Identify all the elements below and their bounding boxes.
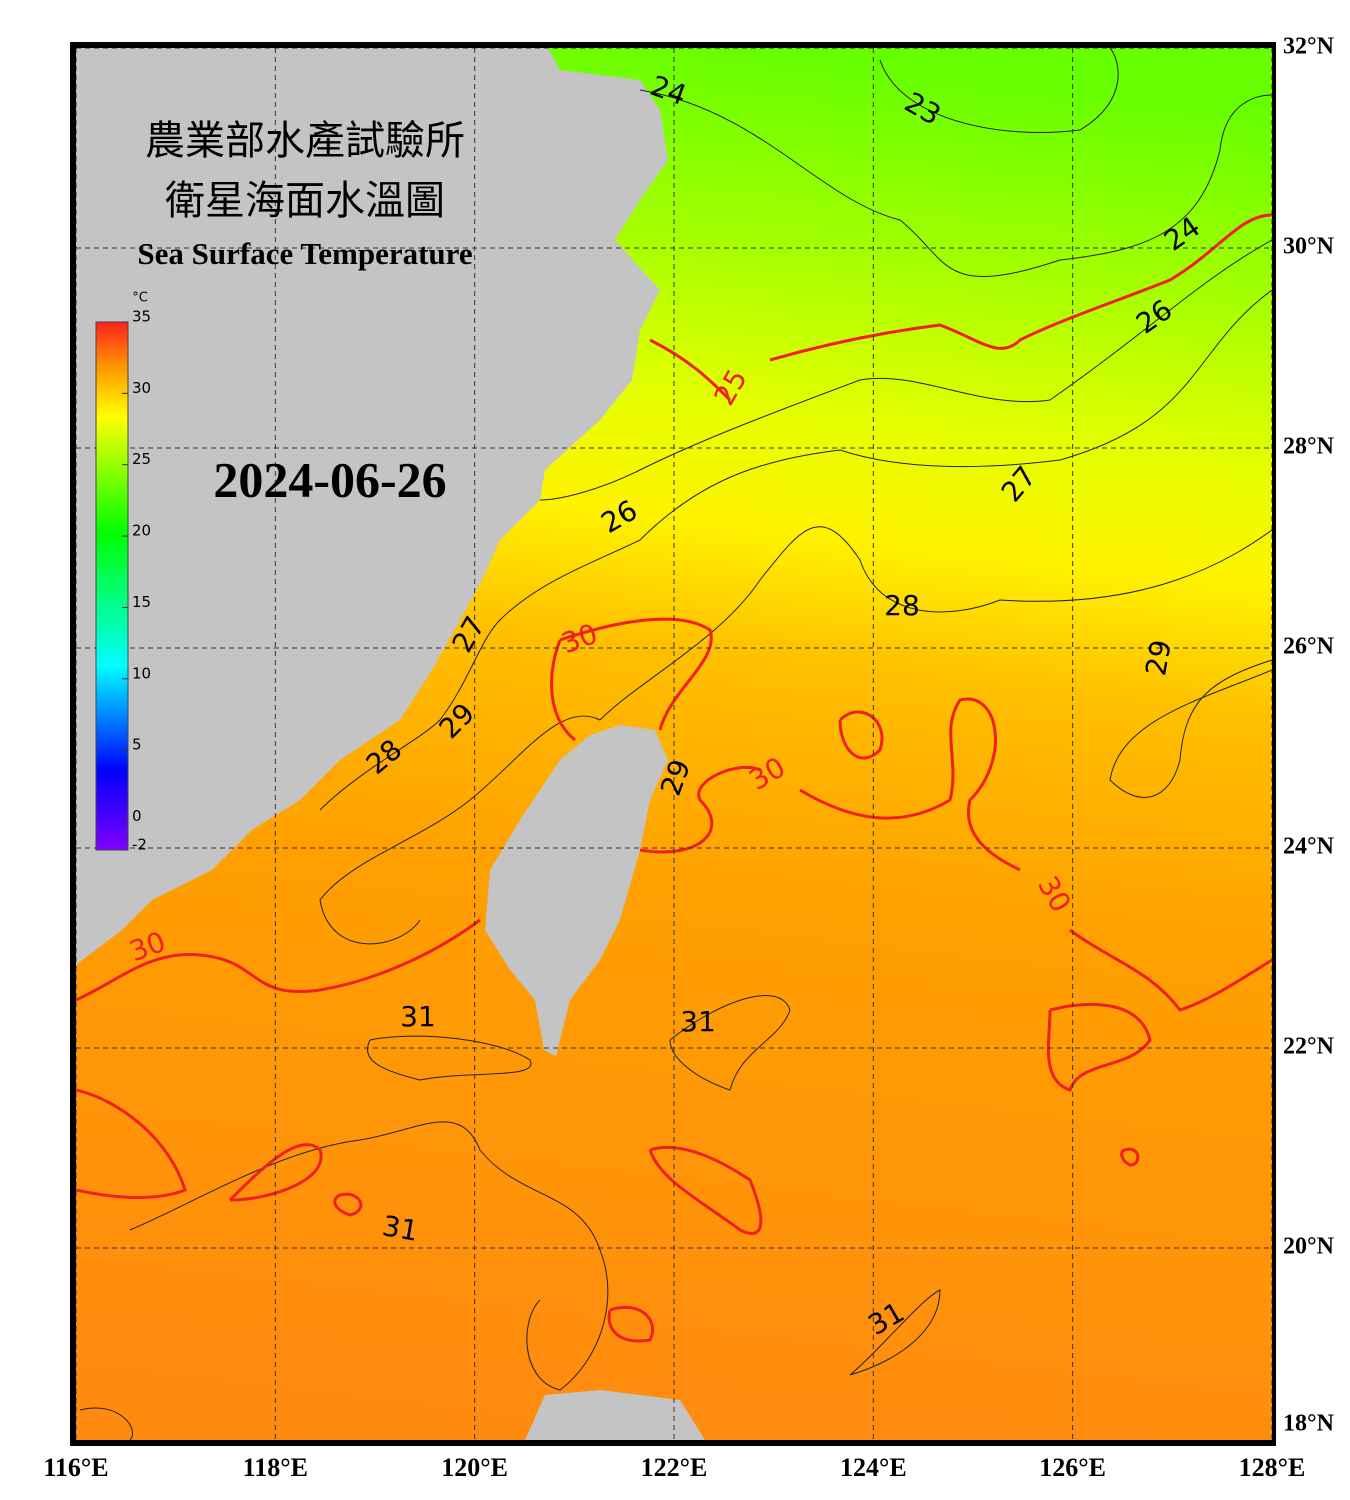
colorbar-tick-label: 35 bbox=[132, 308, 151, 326]
lat-tick-label: 28°N bbox=[1283, 434, 1335, 460]
colorbar-scale bbox=[95, 321, 129, 851]
title-zh-2: 衛星海面水溫圖 bbox=[165, 178, 445, 223]
colorbar-unit: °C bbox=[132, 291, 148, 306]
contour-label: 29 bbox=[1139, 637, 1178, 678]
lon-tick-label: 120°E bbox=[441, 1453, 508, 1482]
lon-tick-label: 116°E bbox=[43, 1453, 108, 1482]
lon-tick-label: 124°E bbox=[840, 1453, 907, 1482]
luzon bbox=[525, 1390, 705, 1440]
colorbar-tick-label: 5 bbox=[132, 736, 142, 754]
contour-label: 31 bbox=[680, 1005, 716, 1038]
lat-tick-label: 26°N bbox=[1283, 634, 1335, 660]
grid bbox=[76, 48, 1272, 1440]
colorbar-tick-label: 20 bbox=[132, 522, 151, 540]
colorbar-tick-label: 30 bbox=[132, 379, 151, 397]
lon-tick-label: 122°E bbox=[641, 1453, 708, 1482]
colorbar-tick-label: 0 bbox=[132, 807, 142, 825]
contours-black bbox=[79, 48, 1272, 1440]
colorbar-tick-label: -2 bbox=[132, 836, 147, 854]
lat-tick-label: 30°N bbox=[1283, 234, 1335, 260]
contour-label: 31 bbox=[380, 1209, 421, 1248]
title-block: 農業部水產試驗所 衛星海面水溫圖 Sea Surface Temperature… bbox=[137, 118, 472, 507]
taiwan bbox=[485, 725, 668, 1056]
colorbar: °C 35 30 25 20 15 10 5 0 -2 bbox=[95, 291, 151, 854]
colorbar-tick-label: 15 bbox=[132, 593, 151, 611]
lon-tick-label: 118°E bbox=[243, 1453, 308, 1482]
lat-tick-label: 18°N bbox=[1283, 1411, 1335, 1437]
contours-red bbox=[76, 213, 1272, 1343]
colorbar-tick-label: 25 bbox=[132, 450, 151, 468]
lat-tick-label: 20°N bbox=[1283, 1234, 1335, 1260]
lat-tick-label: 24°N bbox=[1283, 834, 1335, 860]
axes: 116°E 118°E 120°E 122°E 124°E 126°E 128°E 32°N 3… bbox=[43, 34, 1334, 1482]
title-zh-1: 農業部水產試驗所 bbox=[145, 118, 465, 163]
lat-tick-label: 22°N bbox=[1283, 1034, 1335, 1060]
contour-label: 31 bbox=[400, 1000, 436, 1033]
lat-tick-label: 32°N bbox=[1283, 34, 1335, 60]
colorbar-tick-label: 10 bbox=[132, 664, 151, 682]
contour-label: 28 bbox=[884, 589, 920, 622]
china-coast bbox=[76, 48, 668, 965]
lon-tick-label: 126°E bbox=[1039, 1453, 1106, 1482]
title-en: Sea Surface Temperature bbox=[137, 236, 472, 271]
lon-tick-label: 128°E bbox=[1239, 1453, 1306, 1482]
date: 2024-06-26 bbox=[213, 451, 446, 507]
